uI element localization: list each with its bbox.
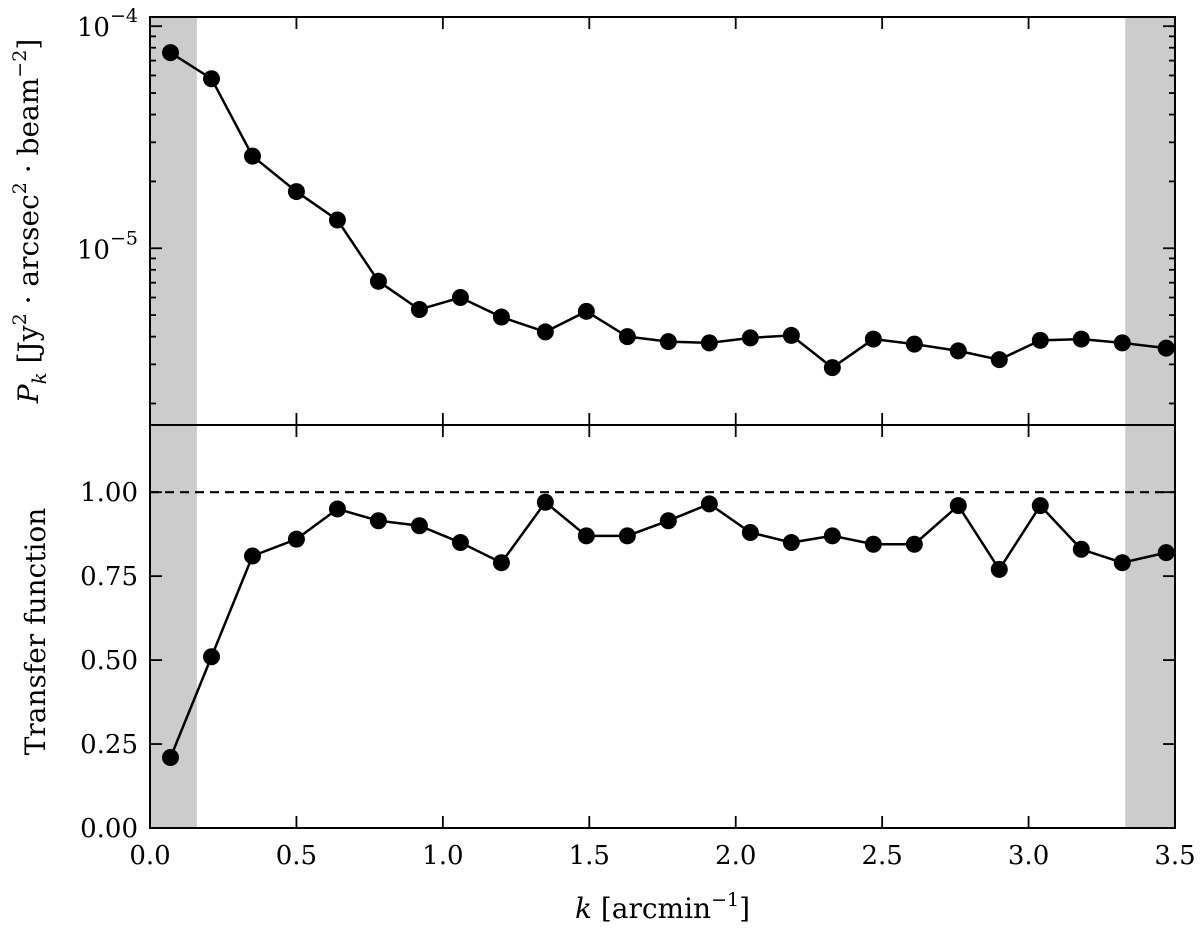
data-point xyxy=(741,329,759,347)
data-point xyxy=(492,554,510,572)
data-point xyxy=(700,495,718,513)
data-point xyxy=(782,326,800,344)
data-point xyxy=(369,272,387,290)
data-point xyxy=(287,530,305,548)
data-point xyxy=(659,333,677,351)
data-point xyxy=(287,183,305,201)
excluded-range-band xyxy=(150,17,197,425)
y-tick-label: 1.00 xyxy=(80,478,138,508)
data-point xyxy=(328,500,346,518)
data-point xyxy=(410,517,428,535)
power-spectrum-panel: 10−4 10−5 xyxy=(77,5,1176,426)
series-line xyxy=(169,500,1167,758)
bottom-plot-frame xyxy=(149,424,1176,829)
data-point xyxy=(1113,554,1131,572)
x-tick-label: 0.0 xyxy=(129,841,170,871)
y-tick-label: 0.25 xyxy=(80,730,138,760)
data-point xyxy=(782,534,800,552)
excluded-range-band xyxy=(1125,17,1175,425)
excluded-range-band xyxy=(1125,425,1175,828)
data-point xyxy=(492,308,510,326)
data-point xyxy=(1157,339,1175,357)
data-point xyxy=(162,44,179,62)
data-point xyxy=(577,302,595,320)
data-point xyxy=(1031,497,1049,515)
data-point xyxy=(1031,331,1049,349)
data-point xyxy=(451,534,469,552)
data-point xyxy=(949,342,967,360)
data-point xyxy=(618,527,636,545)
data-point xyxy=(700,334,718,352)
data-point xyxy=(244,547,261,565)
data-point xyxy=(741,523,759,541)
y-tick-label: 10−4 xyxy=(77,5,138,43)
x-tick-label: 2.5 xyxy=(861,841,902,871)
data-point xyxy=(162,748,179,766)
data-point xyxy=(659,512,677,530)
data-point xyxy=(864,535,882,553)
data-point xyxy=(451,289,469,307)
axis-labels: k [arcmin−1] Transfer function Pk [Jy2 · a… xyxy=(9,39,750,925)
data-point xyxy=(536,493,554,511)
data-point xyxy=(244,147,261,165)
data-point xyxy=(1072,540,1090,558)
data-point xyxy=(949,497,967,515)
data-point xyxy=(410,300,428,318)
data-point xyxy=(1072,330,1090,348)
series-line xyxy=(169,51,1167,370)
data-point xyxy=(203,648,220,666)
data-point xyxy=(1113,334,1131,352)
y-tick-label: 0.00 xyxy=(80,814,138,844)
x-tick-label: 1.5 xyxy=(569,841,610,871)
data-point xyxy=(823,527,841,545)
data-point xyxy=(990,560,1008,578)
data-point xyxy=(203,70,220,88)
power-spectrum-y-label: Pk [Jy2 · arcsec2 · beam−2] xyxy=(9,39,51,405)
data-point xyxy=(369,512,387,530)
data-point xyxy=(905,535,923,553)
data-point xyxy=(990,351,1008,369)
x-tick-label: 0.5 xyxy=(276,841,317,871)
data-point xyxy=(905,335,923,353)
data-point xyxy=(1157,544,1175,562)
data-point xyxy=(536,323,554,341)
data-point xyxy=(328,211,346,229)
x-axis-label: k [arcmin−1] xyxy=(575,889,750,925)
top-plot-frame xyxy=(149,16,1176,426)
x-tick-label: 3.5 xyxy=(1154,841,1195,871)
data-point xyxy=(823,359,841,377)
y-tick-label: 0.50 xyxy=(80,646,138,676)
excluded-range-band xyxy=(150,425,197,828)
x-tick-label: 1.0 xyxy=(422,841,463,871)
data-point xyxy=(864,330,882,348)
transfer-function-panel: 0.00 0.25 0.50 0.75 1.00 0.0 0.5 1.0 1.5 2.0 2.5 3.… xyxy=(80,424,1196,871)
x-tick-label: 3.0 xyxy=(1008,841,1049,871)
y-tick-label: 0.75 xyxy=(80,562,138,592)
transfer-function-y-label: Transfer function xyxy=(19,508,52,756)
y-tick-label: 10−5 xyxy=(77,227,138,265)
data-point xyxy=(577,527,595,545)
data-point xyxy=(618,328,636,346)
x-tick-label: 2.0 xyxy=(715,841,756,871)
